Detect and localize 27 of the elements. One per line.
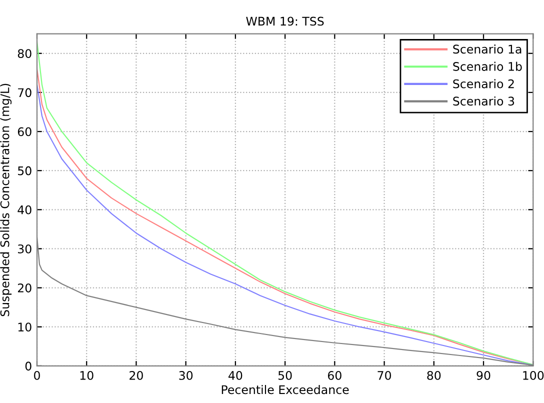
x-tick-label: 40 [228,370,242,380]
x-tick-label: 50 [278,370,292,380]
x-tick-label: 10 [80,370,94,380]
y-tick-label: 70 [18,88,32,98]
y-tick-label: 10 [18,322,32,332]
y-tick-label: 30 [18,244,32,254]
x-tick-label: 100 [523,370,544,380]
x-tick-label: 70 [378,370,392,380]
x-tick-label: 80 [427,370,441,380]
legend-label: Scenario 1a [453,44,522,54]
y-tick-label: 0 [25,362,32,371]
y-axis-title: Suspended Solids Concentration (mg/L) [0,84,12,316]
y-tick-label: 40 [18,205,32,214]
y-tick-label: 20 [18,284,32,292]
legend-label: Scenario 1b [453,62,522,71]
x-tick-label: 0 [34,370,40,380]
legend-label: Scenario 3 [453,96,514,106]
x-tick-label: 90 [476,370,490,380]
x-axis-title: Pecentile Exceedance [222,384,349,394]
chart-title: WBM 19: TSS [246,16,324,26]
y-tick-label: 50 [18,166,32,176]
y-tick-label: 60 [18,127,32,136]
x-tick-label: 30 [179,370,193,380]
x-tick-label: 60 [328,370,342,380]
x-tick-label: 20 [130,370,143,380]
y-tick-label: 80 [18,49,32,58]
legend-label: Scenario 2 [453,79,514,88]
